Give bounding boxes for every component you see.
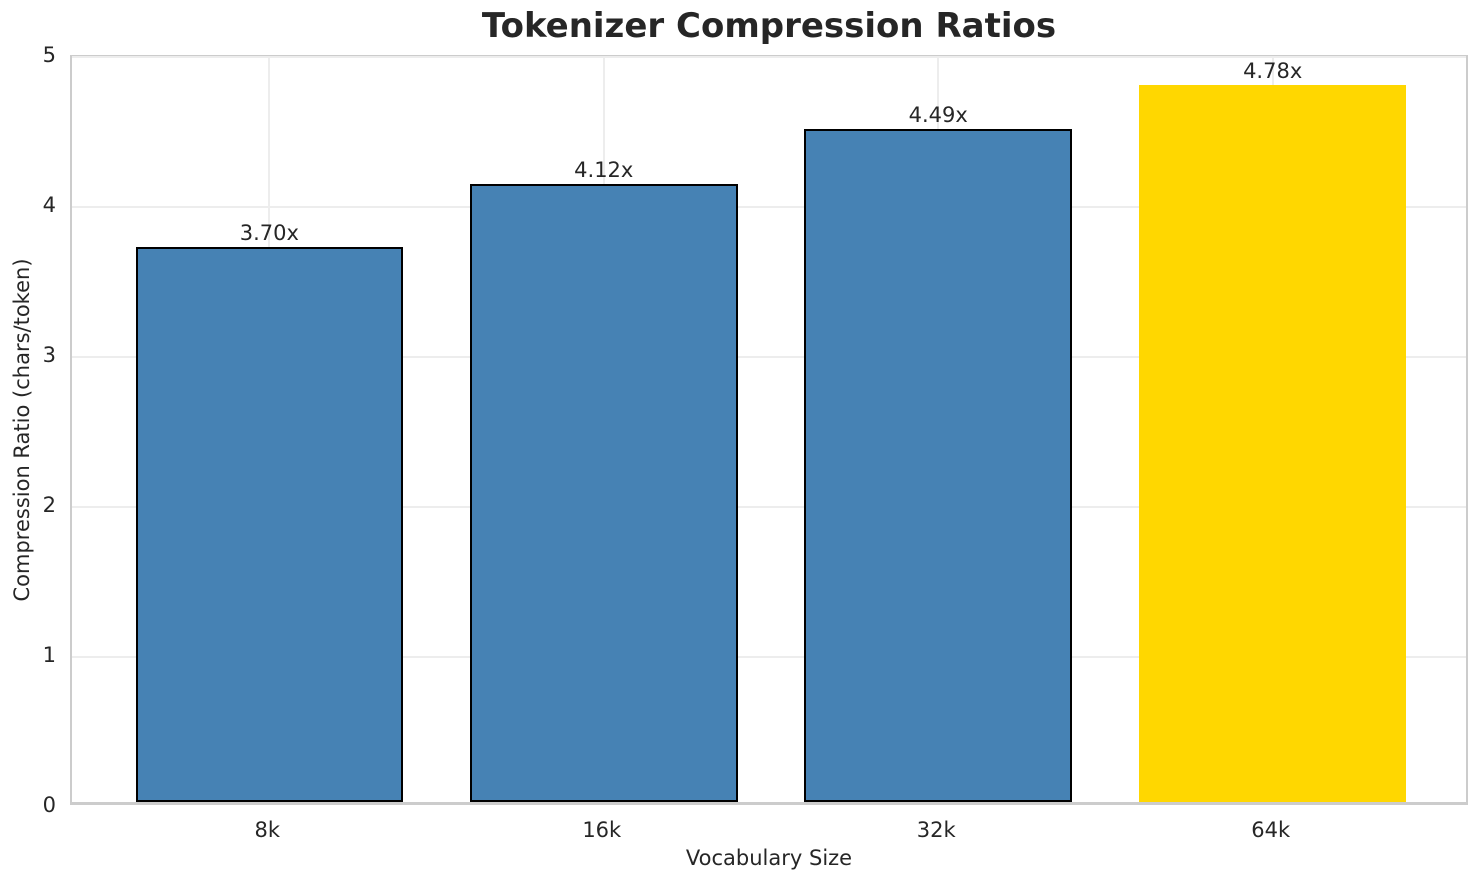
- gridline-horizontal: [72, 56, 1466, 58]
- bar-value-label: 4.78x: [1243, 59, 1303, 83]
- gridline-horizontal: [72, 506, 1466, 508]
- bar-32k: [804, 128, 1072, 802]
- x-tick-label: 64k: [1251, 818, 1291, 842]
- gridline-horizontal: [72, 206, 1466, 208]
- plot-area: 3.70x 4.12x 4.49x 4.78x: [70, 55, 1468, 805]
- y-tick-label: 0: [42, 793, 56, 817]
- y-tick-label: 3: [42, 343, 56, 367]
- x-axis-label: Vocabulary Size: [685, 846, 853, 870]
- bar-value-label: 4.49x: [908, 102, 968, 127]
- chart-title: Tokenizer Compression Ratios: [481, 6, 1057, 46]
- gridline-horizontal: [72, 356, 1466, 358]
- bar-8k: [135, 247, 404, 802]
- y-tick-label: 1: [42, 643, 56, 667]
- y-tick-label: 4: [42, 193, 56, 217]
- x-tick-label: 8k: [254, 818, 281, 842]
- gridline-horizontal: [72, 656, 1466, 658]
- x-tick-label: 16k: [582, 818, 622, 842]
- y-axis-label: Compression Ratio (chars/token): [10, 258, 34, 602]
- bar-value-label: 4.12x: [574, 158, 634, 182]
- x-tick-label: 32k: [916, 818, 956, 842]
- y-tick-label: 5: [42, 43, 56, 67]
- bar-16k: [469, 184, 738, 802]
- y-tick-label: 2: [42, 493, 56, 517]
- bar-value-label: 3.70x: [239, 221, 299, 245]
- bar-64k: [1138, 85, 1407, 802]
